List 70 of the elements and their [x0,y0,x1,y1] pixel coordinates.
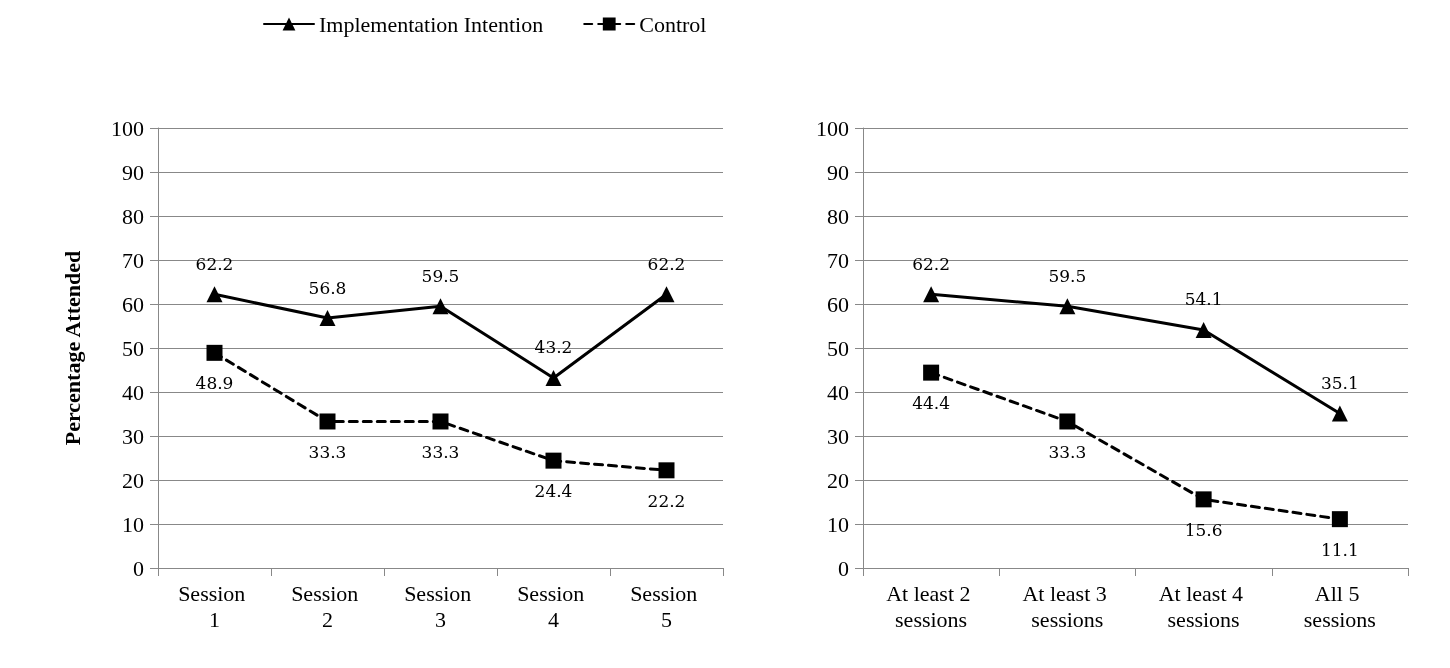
data-label: 11.1 [1320,539,1359,560]
y-tick-label: 40 [122,379,144,405]
y-tick-label: 60 [827,291,849,317]
x-tick-label: At least 4 sessions [1158,580,1249,632]
x-tick-label: Session 5 [630,580,703,632]
data-label: 33.3 [1048,441,1087,462]
y-tick-label: 60 [122,291,144,317]
data-label: 33.3 [308,441,347,462]
point [206,286,223,303]
point [1331,405,1348,422]
y-tick-label: 10 [122,511,144,537]
data-label: 56.8 [308,277,347,298]
point [545,369,562,386]
y-tick-label: 100 [111,115,144,141]
x-tick-label: At least 2 sessions [886,580,977,632]
y-tick-label: 100 [816,115,849,141]
data-label: 35.1 [1320,373,1359,394]
point [319,310,336,327]
y-tick-label: 40 [827,379,849,405]
y-tick-label: 80 [122,203,144,229]
data-label: 24.4 [534,481,573,502]
data-label: 59.5 [1048,265,1087,286]
point [658,286,675,303]
point [1331,511,1348,528]
point [1195,491,1212,508]
point [432,298,449,315]
x-tick-label: Session 3 [404,580,477,632]
data-label: 48.9 [195,373,234,394]
data-label: 22.2 [647,490,686,511]
y-tick-label: 20 [122,467,144,493]
x-tick-label: At least 3 sessions [1022,580,1113,632]
point [319,413,336,430]
y-tick-label: 80 [827,203,849,229]
data-label: 44.4 [912,393,951,414]
y-tick-label: 70 [122,247,144,273]
x-tick-label: All 5 sessions [1303,580,1376,632]
y-tick-label: 50 [827,335,849,361]
point [545,452,562,469]
x-tick-label: Session 1 [178,580,251,632]
data-label: 62.2 [195,253,234,274]
point [1059,413,1076,430]
point [432,413,449,430]
data-label: 15.6 [1184,519,1223,540]
data-label: 43.2 [534,337,573,358]
point [658,462,675,479]
y-tick-label: 20 [827,467,849,493]
y-tick-label: 70 [827,247,849,273]
data-label: 54.1 [1184,289,1223,310]
y-tick-label: 0 [133,555,144,581]
y-axis-title: Percentage Attended [59,250,85,446]
y-tick-label: 10 [827,511,849,537]
data-label: 62.2 [647,253,686,274]
point [1195,321,1212,338]
point [923,286,940,303]
point [206,344,223,361]
data-label: 59.5 [421,265,460,286]
x-tick-label: Session 4 [517,580,590,632]
x-tick-label: Session 2 [291,580,364,632]
legend-label: Implementation Intention [319,11,544,37]
y-tick-label: 30 [827,423,849,449]
y-tick-label: 0 [838,555,849,581]
legend-label: Control [639,11,707,37]
y-tick-label: 30 [122,423,144,449]
y-tick-label: 50 [122,335,144,361]
y-tick-label: 90 [827,159,849,185]
data-label: 33.3 [421,441,460,462]
point [923,364,940,381]
y-tick-label: 90 [122,159,144,185]
point [1059,298,1076,315]
data-label: 62.2 [912,253,951,274]
